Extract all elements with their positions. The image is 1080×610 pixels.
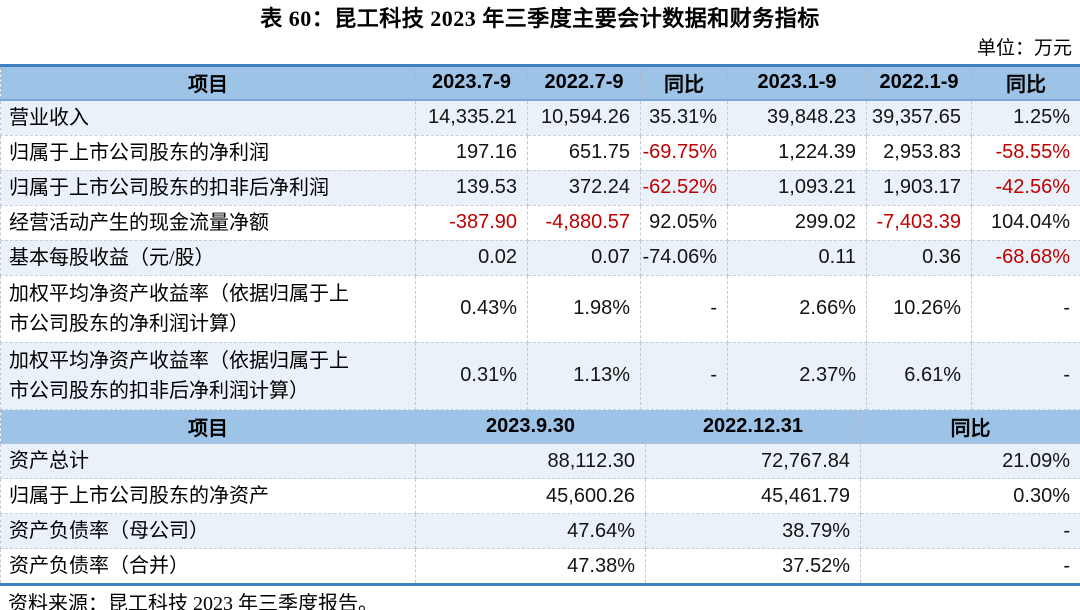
value-cell: 14,335.21 (415, 99, 528, 136)
table-row: 资产负债率（母公司） 47.64% 38.79% - (0, 513, 1080, 549)
value-cell: 1.98% (527, 275, 641, 343)
value-cell: 47.38% (415, 548, 646, 585)
value-cell: 0.30% (860, 478, 1080, 514)
page-title: 表 60：昆工科技 2023 年三季度主要会计数据和财务指标 (260, 6, 820, 31)
value-cell: 372.24 (527, 170, 641, 206)
value-cell: 35.31% (640, 99, 728, 136)
quarterly-table-header: 项目 2023.7-9 2022.7-9 同比 2023.1-9 2022.1-9 同比 (0, 65, 1080, 101)
value-cell: 10.26% (866, 275, 972, 343)
value-cell: 1,903.17 (866, 170, 972, 206)
column-header: 2023.1-9 (727, 65, 867, 101)
row-label: 经营活动产生的现金流量净额 (0, 205, 416, 241)
quarterly-table-body: 营业收入 14,335.21 10,594.26 35.31% 39,848.23 39,… (0, 99, 1080, 410)
header-row: 项目 2023.7-9 2022.7-9 同比 2023.1-9 2022.1-9 同比 (0, 65, 1080, 101)
value-cell: -69.75% (640, 135, 728, 171)
column-header: 同比 (971, 65, 1080, 101)
table-row: 加权平均净资产收益率（依据归属于上 市公司股东的净利润计算） 0.43% 1.98%… (0, 275, 1080, 343)
table-row: 归属于上市公司股东的扣非后净利润 139.53 372.24 -62.52% 1,093… (0, 170, 1080, 206)
value-cell: 651.75 (527, 135, 641, 171)
value-cell: - (860, 513, 1080, 549)
value-cell: 0.02 (415, 240, 528, 276)
value-cell: 0.11 (727, 240, 867, 276)
row-label: 归属于上市公司股东的扣非后净利润 (0, 170, 416, 206)
row-label: 加权平均净资产收益率（依据归属于上 市公司股东的扣非后净利润计算） (0, 342, 416, 410)
row-label: 加权平均净资产收益率（依据归属于上 市公司股东的净利润计算） (0, 275, 416, 343)
value-cell: -42.56% (971, 170, 1080, 206)
value-cell: 2.66% (727, 275, 867, 343)
value-cell: - (860, 548, 1080, 585)
value-cell: 1.25% (971, 99, 1080, 136)
value-cell: -7,403.39 (866, 205, 972, 241)
value-cell: 1,224.39 (727, 135, 867, 171)
column-header: 项目 (0, 65, 416, 101)
value-cell: 39,357.65 (866, 99, 972, 136)
table-row: 资产总计 88,112.30 72,767.84 21.09% (0, 443, 1080, 479)
value-cell: 0.36 (866, 240, 972, 276)
row-label: 资产负债率（母公司） (0, 513, 416, 549)
value-cell: 2.37% (727, 342, 867, 410)
header-row: 项目 2023.9.30 2022.12.31 同比 (0, 409, 1080, 444)
value-cell: 37.52% (645, 548, 861, 585)
column-header: 2023.7-9 (415, 65, 528, 101)
value-cell: 2,953.83 (866, 135, 972, 171)
row-label: 资产总计 (0, 443, 416, 479)
column-header: 2022.12.31 (645, 409, 861, 444)
value-cell: -74.06% (640, 240, 728, 276)
value-cell: -62.52% (640, 170, 728, 206)
value-cell: 38.79% (645, 513, 861, 549)
value-cell: 47.64% (415, 513, 646, 549)
value-cell: 92.05% (640, 205, 728, 241)
value-cell: 21.09% (860, 443, 1080, 479)
value-cell: -68.68% (971, 240, 1080, 276)
table-row: 归属于上市公司股东的净利润 197.16 651.75 -69.75% 1,224.39… (0, 135, 1080, 171)
table-row: 经营活动产生的现金流量净额 -387.90 -4,880.57 92.05% 299.0… (0, 205, 1080, 241)
value-cell: -387.90 (415, 205, 528, 241)
value-cell: -4,880.57 (527, 205, 641, 241)
value-cell: 45,461.79 (645, 478, 861, 514)
balance-table-body: 资产总计 88,112.30 72,767.84 21.09% 归属于上市公司股东的净资… (0, 443, 1080, 585)
value-cell: 1,093.21 (727, 170, 867, 206)
value-cell: 0.07 (527, 240, 641, 276)
value-cell: 88,112.30 (415, 443, 646, 479)
value-cell: 197.16 (415, 135, 528, 171)
value-cell: 299.02 (727, 205, 867, 241)
value-cell: 0.43% (415, 275, 528, 343)
row-label: 营业收入 (0, 99, 416, 136)
value-cell: 6.61% (866, 342, 972, 410)
row-label: 资产负债率（合并） (0, 548, 416, 585)
value-cell: 10,594.26 (527, 99, 641, 136)
table-row: 加权平均净资产收益率（依据归属于上 市公司股东的扣非后净利润计算） 0.31% 1.… (0, 342, 1080, 410)
source-note: 资料来源：昆工科技 2023 年三季度报告。 (8, 593, 378, 610)
value-cell: 39,848.23 (727, 99, 867, 136)
balance-sheet-table: 项目 2023.9.30 2022.12.31 同比 资产总计 88,112.30 72,… (0, 409, 1080, 586)
value-cell: - (971, 342, 1080, 410)
column-header: 2022.1-9 (866, 65, 972, 101)
value-cell: - (640, 275, 728, 343)
column-header: 2022.7-9 (527, 65, 641, 101)
row-label: 归属于上市公司股东的净利润 (0, 135, 416, 171)
column-header: 项目 (0, 409, 416, 444)
table-row: 营业收入 14,335.21 10,594.26 35.31% 39,848.23 39,… (0, 99, 1080, 136)
row-label: 归属于上市公司股东的净资产 (0, 478, 416, 514)
balance-table-header: 项目 2023.9.30 2022.12.31 同比 (0, 409, 1080, 444)
value-cell: 1.13% (527, 342, 641, 410)
unit-note: 单位：万元 (976, 38, 1072, 59)
value-cell: -58.55% (971, 135, 1080, 171)
table-row: 资产负债率（合并） 47.38% 37.52% - (0, 548, 1080, 585)
value-cell: 139.53 (415, 170, 528, 206)
column-header: 同比 (860, 409, 1080, 444)
value-cell: 104.04% (971, 205, 1080, 241)
value-cell: 45,600.26 (415, 478, 646, 514)
value-cell: - (971, 275, 1080, 343)
value-cell: 72,767.84 (645, 443, 861, 479)
value-cell: - (640, 342, 728, 410)
quarterly-financials-table: 项目 2023.7-9 2022.7-9 同比 2023.1-9 2022.1-9 同比 营… (0, 64, 1080, 410)
column-header: 2023.9.30 (415, 409, 646, 444)
value-cell: 0.31% (415, 342, 528, 410)
column-header: 同比 (640, 65, 728, 101)
table-row: 基本每股收益（元/股） 0.02 0.07 -74.06% 0.11 0.36 -68.68… (0, 240, 1080, 276)
table-row: 归属于上市公司股东的净资产 45,600.26 45,461.79 0.30% (0, 478, 1080, 514)
row-label: 基本每股收益（元/股） (0, 240, 416, 276)
